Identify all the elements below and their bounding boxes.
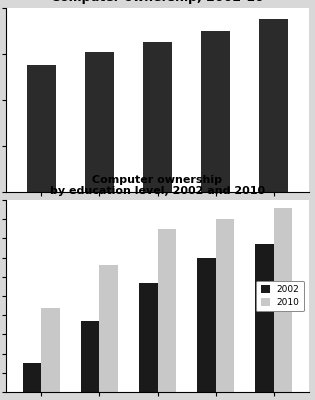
Bar	[259, 20, 288, 192]
Bar	[23, 363, 41, 392]
Bar	[85, 52, 114, 192]
Bar	[255, 244, 274, 392]
Bar	[81, 321, 99, 392]
Bar	[201, 31, 230, 192]
Bar	[99, 265, 118, 392]
Bar	[139, 282, 158, 392]
Title: Computer ownership, 2002-10: Computer ownership, 2002-10	[51, 0, 264, 4]
Legend: 2002, 2010: 2002, 2010	[256, 280, 304, 312]
Bar	[143, 42, 172, 192]
Title: Computer ownership
by education level, 2002 and 2010: Computer ownership by education level, 2…	[50, 175, 265, 196]
X-axis label: Year: Year	[144, 214, 171, 224]
Bar	[216, 219, 234, 392]
Bar	[274, 208, 292, 392]
Bar	[27, 66, 56, 192]
Bar	[158, 229, 176, 392]
Bar	[197, 258, 216, 392]
Bar	[41, 308, 60, 392]
